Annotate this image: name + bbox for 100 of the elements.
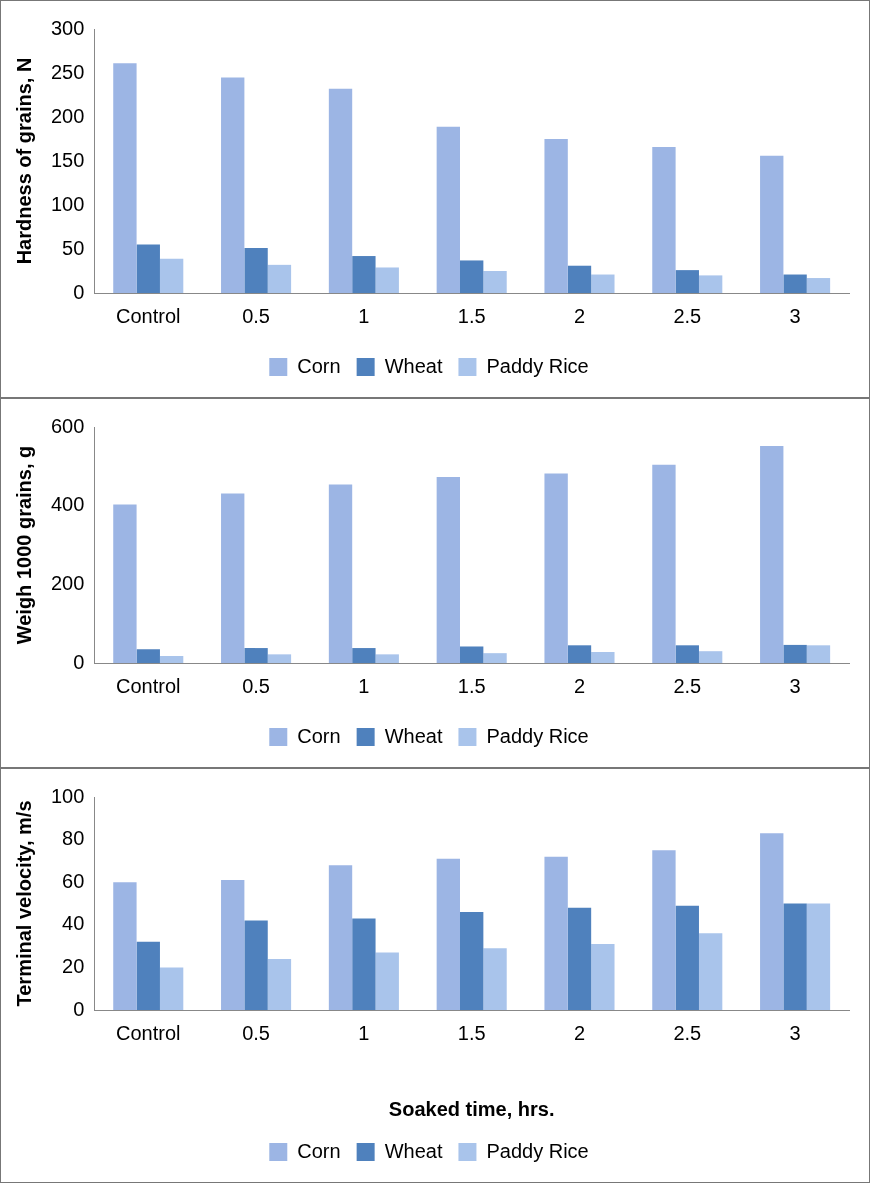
- bar: [544, 139, 568, 293]
- bar: [136, 941, 160, 1010]
- y-tick-label: 40: [62, 912, 85, 935]
- bar: [436, 476, 461, 663]
- legend-label: Corn: [297, 724, 341, 747]
- bar: [328, 865, 353, 1010]
- bar: [267, 654, 292, 663]
- bar: [221, 880, 245, 1010]
- x-tick-label: Control: [116, 304, 181, 327]
- x-tick-label: 1: [358, 304, 370, 327]
- y-tick-label: 0: [73, 280, 85, 303]
- legend-label: Paddy Rice: [486, 354, 589, 377]
- bar: [136, 649, 160, 663]
- x-tick-label: 2.5: [673, 304, 702, 327]
- bar: [806, 278, 831, 293]
- legend-label: Paddy Rice: [486, 724, 589, 747]
- legend-label: Wheat: [384, 724, 443, 747]
- x-tick-label: 2: [573, 1021, 586, 1044]
- bar: [760, 445, 784, 663]
- y-tick-label: 100: [50, 192, 85, 215]
- bar: [436, 858, 461, 1010]
- bar: [221, 77, 245, 293]
- bar: [652, 464, 676, 663]
- y-axis-title: Hardness of grains, N: [12, 57, 35, 265]
- bar: [783, 644, 807, 663]
- bar: [244, 248, 268, 293]
- bar: [136, 244, 160, 293]
- bar: [113, 882, 137, 1010]
- x-tick-label: 1: [358, 1021, 370, 1044]
- y-tick-label: 80: [62, 827, 85, 850]
- bar: [460, 260, 484, 293]
- y-tick-label: 100: [50, 784, 85, 807]
- bar: [652, 146, 676, 293]
- y-tick-label: 20: [62, 954, 85, 977]
- y-tick-label: 400: [50, 493, 85, 516]
- x-axis-title: Soaked time, hrs.: [388, 1097, 555, 1120]
- bar: [698, 275, 723, 293]
- bar: [698, 651, 723, 663]
- bar: [483, 653, 507, 663]
- bar: [352, 256, 376, 293]
- bar: [159, 655, 184, 663]
- x-tick-label: 0.5: [242, 674, 270, 697]
- bar: [760, 833, 784, 1010]
- bar: [544, 473, 568, 663]
- legend-label: Corn: [297, 354, 341, 377]
- y-tick-label: 200: [50, 104, 85, 127]
- bar: [375, 654, 399, 663]
- y-axis-title: Weigh 1000 grains, g: [12, 445, 35, 645]
- x-tick-label: 2.5: [673, 674, 702, 697]
- bar: [352, 648, 376, 663]
- x-tick-label: 0.5: [242, 304, 270, 327]
- x-tick-label: 1.5: [457, 304, 486, 327]
- bar: [244, 648, 268, 663]
- bar: [460, 646, 484, 663]
- bar: [544, 856, 568, 1010]
- bar: [483, 271, 507, 293]
- bar: [675, 905, 699, 1010]
- x-tick-label: 1: [358, 674, 370, 697]
- bar: [375, 267, 399, 293]
- x-tick-label: 2.5: [673, 1021, 702, 1044]
- y-tick-label: 150: [50, 148, 85, 171]
- x-tick-label: 2: [573, 674, 586, 697]
- x-tick-label: Control: [116, 1021, 181, 1044]
- x-tick-label: 2: [573, 304, 586, 327]
- y-axis-title: Terminal velocity, m/s: [12, 800, 35, 1007]
- bar: [591, 651, 615, 663]
- bar: [113, 63, 137, 293]
- bar: [675, 270, 699, 293]
- bar: [436, 126, 461, 293]
- bar: [244, 920, 268, 1010]
- bar: [221, 493, 245, 663]
- y-tick-label: 200: [50, 571, 85, 594]
- legend-label: Paddy Rice: [486, 1139, 589, 1162]
- y-tick-label: 250: [50, 60, 85, 83]
- y-tick-label: 600: [50, 414, 85, 437]
- y-tick-label: 0: [73, 650, 85, 673]
- legend-label: Wheat: [384, 354, 443, 377]
- y-tick-label: 50: [62, 236, 85, 259]
- bar: [567, 645, 592, 663]
- bar: [567, 265, 592, 293]
- bar: [267, 264, 292, 293]
- y-tick-label: 300: [50, 16, 85, 39]
- bar: [675, 645, 699, 663]
- bar: [328, 484, 353, 663]
- bar: [267, 958, 292, 1010]
- y-tick-label: 60: [62, 869, 85, 892]
- bar: [783, 274, 807, 293]
- bar: [806, 903, 831, 1010]
- bar: [652, 850, 676, 1010]
- bar: [352, 918, 376, 1010]
- bar: [375, 952, 399, 1010]
- bar: [567, 907, 592, 1010]
- bar: [806, 645, 831, 663]
- bar: [159, 967, 184, 1010]
- x-tick-label: 0.5: [242, 1021, 270, 1044]
- bar: [328, 88, 353, 293]
- bar: [591, 274, 615, 293]
- legend-label: Wheat: [384, 1139, 443, 1162]
- bar: [460, 912, 484, 1010]
- bar: [591, 943, 615, 1010]
